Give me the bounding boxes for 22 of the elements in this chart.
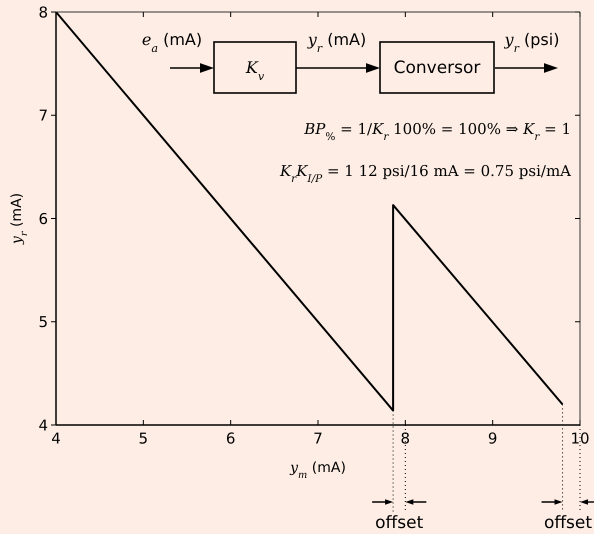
- annotation: e$_{a}$ (mA): [142, 30, 202, 54]
- text: BP$_{%}$ = 1/K$_{r}$ 100% = 100% ⇒ K$_{r}$ = 1: [304, 120, 571, 143]
- y-tick-label: 6: [38, 210, 48, 228]
- annotation: offset: [375, 513, 424, 533]
- annotation: y$_{r}$ (mA): [306, 30, 366, 54]
- annotation: offset: [544, 513, 592, 533]
- annotation: K$_{v}$: [244, 58, 265, 82]
- annotation: y$_{r}$ (psi): [504, 30, 560, 54]
- x-tick-label: 8: [400, 430, 410, 448]
- x-tick-label: 10: [570, 430, 590, 448]
- annotation: K$_{r}$K$_{I/P}$ = 1 12 psi/16 mA = 0.75 psi/mA: [278, 162, 572, 185]
- x-tick-label: 6: [226, 430, 236, 448]
- y-tick-label: 5: [38, 313, 48, 332]
- annotation: Conversor: [394, 58, 480, 78]
- x-tick-label: 9: [488, 430, 498, 448]
- y-tick-label: 8: [38, 3, 48, 22]
- y-tick-label: 4: [38, 416, 48, 434]
- x-tick-label: 4: [51, 430, 61, 448]
- x-axis-title: y$_{m}$ (mA): [289, 460, 346, 480]
- x-tick-label: 5: [138, 430, 148, 448]
- x-tick-label: 7: [313, 430, 323, 448]
- y-tick-label: 7: [38, 106, 48, 125]
